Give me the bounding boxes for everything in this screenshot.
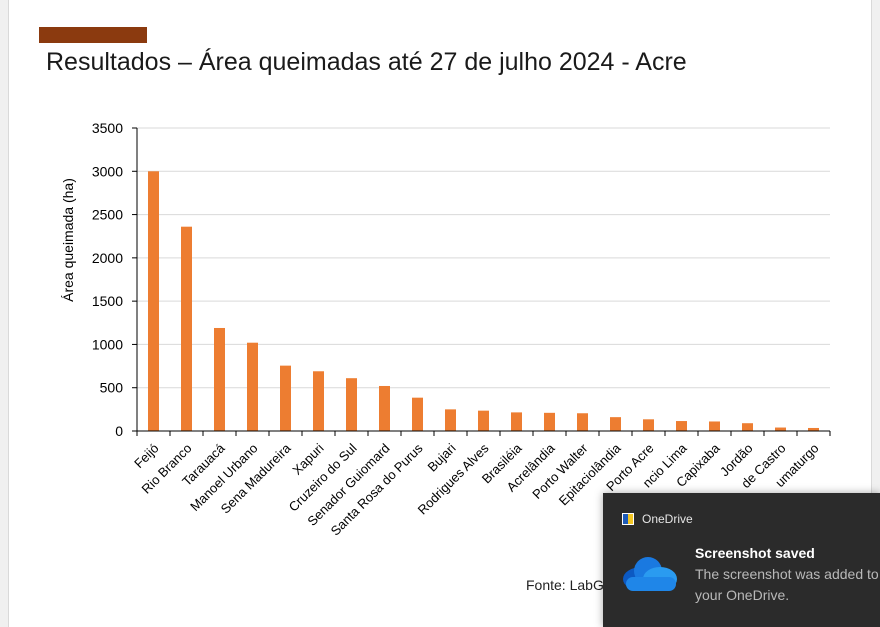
source-note: Fonte: LabG xyxy=(526,577,604,593)
y-tick-label: 500 xyxy=(100,380,124,396)
bar xyxy=(775,427,786,431)
notification-title: Screenshot saved xyxy=(695,545,815,561)
bar xyxy=(346,378,357,431)
y-tick-label: 1000 xyxy=(92,336,123,352)
bar xyxy=(808,427,819,431)
bar xyxy=(709,421,720,431)
bar xyxy=(577,413,588,431)
y-tick-label: 3500 xyxy=(92,120,123,136)
bar xyxy=(379,385,390,431)
bar xyxy=(478,410,489,431)
onedrive-cloud-icon xyxy=(623,557,677,591)
bar xyxy=(412,397,423,431)
y-tick-label: 2000 xyxy=(92,250,123,266)
y-tick-label: 3000 xyxy=(92,163,123,179)
bar xyxy=(313,371,324,431)
bar xyxy=(214,327,225,431)
accent-bar xyxy=(39,27,147,43)
y-tick-labels: 0 500 1000 1500 2000 2500 3000 3500 xyxy=(92,120,123,439)
y-tick-label: 1500 xyxy=(92,293,123,309)
bars xyxy=(148,171,819,432)
bar xyxy=(742,423,753,431)
bar xyxy=(544,412,555,431)
bar xyxy=(280,365,291,431)
bar xyxy=(610,417,621,431)
notification-body: The screenshot was added to your OneDriv… xyxy=(695,566,879,603)
gridlines xyxy=(137,127,830,389)
axes xyxy=(132,127,831,436)
bar xyxy=(511,412,522,431)
onedrive-notification[interactable]: OneDrive Screenshot saved The screenshot… xyxy=(603,493,880,627)
y-tick-label: 0 xyxy=(115,423,123,439)
bar xyxy=(643,419,654,431)
y-axis-title: Área queimada (ha) xyxy=(60,178,76,302)
notification-app-name: OneDrive xyxy=(642,512,693,526)
y-tick-label: 2500 xyxy=(92,207,123,223)
bar xyxy=(676,421,687,431)
bar xyxy=(247,342,258,431)
bar xyxy=(148,171,159,432)
onedrive-app-icon xyxy=(622,513,634,525)
slide-title: Resultados – Área queimadas até 27 de ju… xyxy=(46,48,687,76)
bar xyxy=(445,409,456,431)
bar xyxy=(181,226,192,431)
